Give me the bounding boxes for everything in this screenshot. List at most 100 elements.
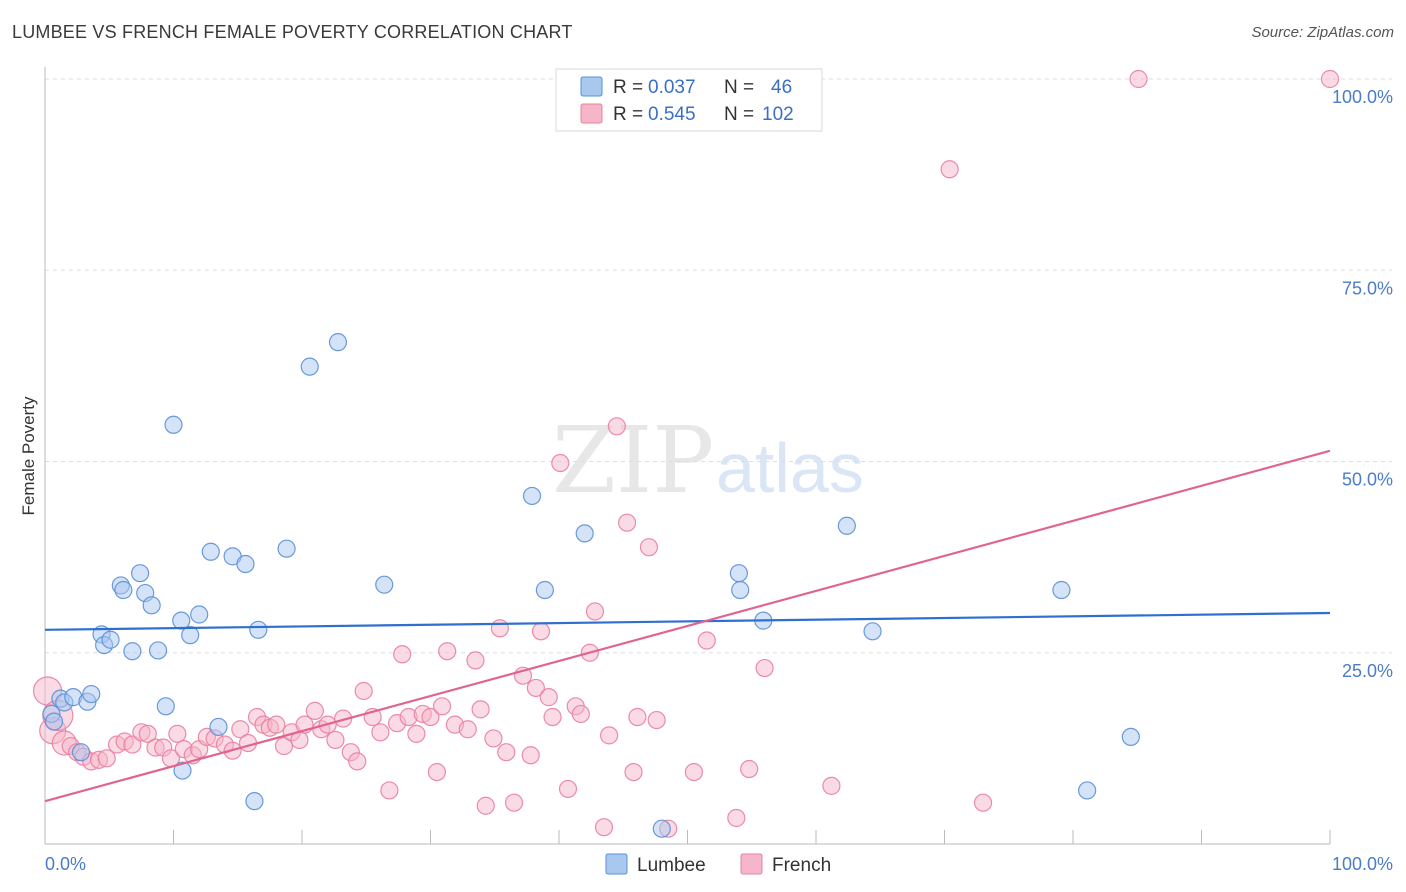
lumbee-legend-swatch-icon [605,853,628,875]
french-point [822,776,841,795]
lumbee-point [249,620,268,639]
french-series-points [32,69,1340,838]
lumbee-point [142,596,161,615]
lumbee-point [1078,781,1097,800]
french-point [647,710,666,730]
y-tick-label: 50.0% [1342,470,1393,490]
french-point [238,733,258,753]
lumbee-legend-label: Lumbee [637,855,706,876]
lumbee-point [156,697,175,716]
french-point [571,704,590,724]
french-point [618,513,637,532]
lumbee-point [123,642,142,661]
lumbee-point [652,819,671,838]
lumbee-point [101,630,120,649]
lumbee-point [731,580,750,600]
french-point [231,720,250,739]
lumbee-point [1052,580,1071,600]
french-point [138,724,157,743]
lumbee-trend-line [44,611,1331,631]
lumbee-n-value: 46 [771,77,792,98]
french-point [740,759,759,779]
french-point [755,658,774,678]
french-legend-label: French [772,855,831,876]
lumbee-r-value: 0.037 [648,77,696,98]
french-point [97,749,116,768]
x-axis-ticks [44,830,1331,844]
french-legend-swatch-icon [740,853,763,875]
lumbee-point [148,641,168,660]
french-point [624,762,643,782]
french-point [727,808,746,828]
x-tick-label-max: 100.0% [1332,854,1393,874]
french-point [490,619,509,638]
french-point [476,796,495,815]
lumbee-swatch-icon [580,76,603,97]
french-point [393,645,412,664]
french-point [471,700,490,719]
french-point [600,726,619,745]
source-label: Source: ZipAtlas.com [1251,24,1394,41]
y-axis-title: Female Poverty [19,396,38,516]
lumbee-point [375,575,394,594]
lumbee-point [245,792,264,811]
french-point [380,781,399,800]
french-point [168,724,187,743]
lumbee-point [209,717,228,737]
french-point [558,779,578,799]
french-point [427,762,447,782]
french-point [484,729,503,748]
french-point [531,622,551,641]
watermark: ZIP atlas [552,407,864,514]
french-point [697,631,716,650]
lumbee-point [837,516,856,535]
french-r-label: R = [613,104,643,125]
lumbee-point [300,357,319,376]
french-point [348,752,367,771]
lumbee-n-label: N = [724,77,754,98]
french-point [407,724,426,743]
french-point [543,707,562,727]
lumbee-point [181,626,200,645]
french-point [973,793,993,812]
lumbee-point [1121,727,1140,747]
lumbee-point [71,743,91,762]
lumbee-point [328,333,348,352]
y-tick-label: 100.0% [1332,87,1393,107]
french-point [1129,69,1148,89]
french-point [1320,69,1340,89]
series-legend: Lumbee French [605,853,831,876]
y-tick-label: 75.0% [1342,278,1393,298]
french-point [123,735,142,754]
lumbee-point [44,712,64,731]
french-trend-line [44,449,1331,803]
french-point [539,688,558,707]
lumbee-point [164,415,183,434]
french-point [354,681,373,701]
french-point [521,746,540,765]
lumbee-point [114,580,133,600]
french-point [274,736,294,756]
french-n-label: N = [724,104,754,125]
french-point [594,818,614,837]
lumbee-point [277,539,296,558]
lumbee-point [82,684,101,704]
lumbee-point [173,761,192,780]
french-point [585,602,605,621]
french-r-value: 0.545 [648,104,696,125]
lumbee-point [575,524,594,543]
lumbee-point [201,542,220,561]
french-swatch-icon [580,103,603,124]
french-point [504,793,524,812]
french-point [551,453,570,473]
french-point [432,697,452,716]
french-point [371,723,390,742]
french-point [684,762,704,782]
lumbee-point [236,554,255,574]
french-point [628,707,647,727]
french-point [438,642,457,661]
watermark-zip: ZIP [552,407,714,514]
french-point [497,743,516,762]
french-point [466,651,485,670]
